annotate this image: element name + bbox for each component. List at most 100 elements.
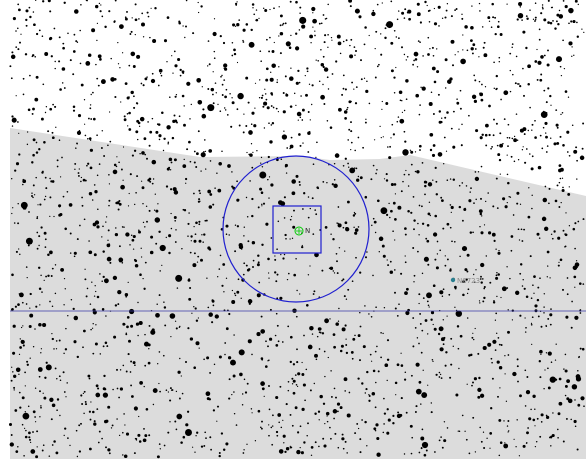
star [19, 406, 22, 409]
star [293, 92, 296, 95]
star [374, 47, 376, 50]
star [531, 129, 533, 131]
star [441, 446, 444, 449]
star [88, 377, 91, 380]
star [570, 326, 573, 329]
star [22, 77, 25, 80]
star [558, 261, 560, 263]
star [549, 313, 553, 317]
star [161, 264, 163, 267]
star [566, 277, 569, 279]
star [197, 100, 203, 105]
star [371, 11, 376, 17]
target-marker-icon[interactable] [294, 226, 304, 236]
star [275, 280, 278, 283]
star [450, 15, 453, 18]
star [318, 419, 320, 421]
star [149, 180, 152, 183]
star [272, 414, 274, 417]
star [354, 49, 358, 53]
star [128, 111, 131, 115]
star [398, 10, 400, 12]
star [498, 418, 502, 422]
star [183, 209, 187, 212]
star [450, 39, 455, 44]
star [545, 352, 548, 354]
star [62, 195, 65, 198]
star [38, 148, 41, 151]
star [497, 337, 500, 339]
star [368, 394, 370, 396]
star [144, 333, 146, 336]
star [80, 394, 83, 397]
star [436, 253, 439, 255]
star [317, 410, 321, 413]
star [459, 334, 463, 338]
star [521, 19, 523, 21]
star [539, 277, 541, 280]
star [534, 2, 537, 4]
star [414, 58, 418, 61]
star [542, 126, 545, 129]
star [179, 68, 182, 72]
star [368, 399, 371, 402]
star [398, 303, 400, 305]
star [505, 400, 508, 402]
star [201, 234, 203, 236]
star [223, 291, 225, 293]
star [395, 36, 398, 38]
star [149, 250, 154, 255]
star [17, 48, 20, 51]
detector-footprint-box[interactable] [272, 205, 322, 254]
star [373, 139, 376, 141]
star [78, 424, 81, 427]
star [372, 274, 374, 277]
star [526, 431, 529, 435]
star [527, 83, 530, 86]
star [84, 123, 86, 125]
star [357, 226, 360, 228]
star [435, 193, 439, 196]
field-of-view-circle[interactable] [222, 155, 370, 303]
star [492, 301, 496, 304]
star [449, 178, 452, 180]
star [562, 39, 564, 42]
star [61, 67, 66, 71]
object-marker-icon[interactable] [450, 277, 456, 283]
star [544, 226, 549, 231]
star [269, 36, 271, 39]
star [507, 431, 509, 433]
star [315, 156, 317, 159]
star [354, 149, 356, 152]
star [158, 230, 161, 234]
star [512, 214, 515, 216]
star [27, 244, 30, 247]
star [441, 295, 444, 297]
star [478, 376, 481, 380]
star [240, 297, 242, 299]
star [519, 314, 522, 317]
star [193, 366, 196, 370]
star [525, 46, 528, 50]
star [511, 43, 514, 45]
star [422, 369, 424, 371]
star [103, 387, 107, 391]
star [413, 281, 415, 283]
star [51, 180, 55, 183]
star [76, 355, 80, 359]
star [196, 431, 199, 434]
star [428, 21, 431, 23]
star [195, 341, 200, 346]
star [383, 412, 387, 415]
star [36, 216, 39, 218]
star [106, 345, 109, 348]
star [75, 40, 78, 43]
star [560, 113, 562, 116]
star [571, 300, 573, 303]
star [491, 2, 494, 6]
star [295, 81, 299, 85]
star [345, 338, 347, 340]
star [418, 451, 421, 454]
star [573, 54, 575, 56]
